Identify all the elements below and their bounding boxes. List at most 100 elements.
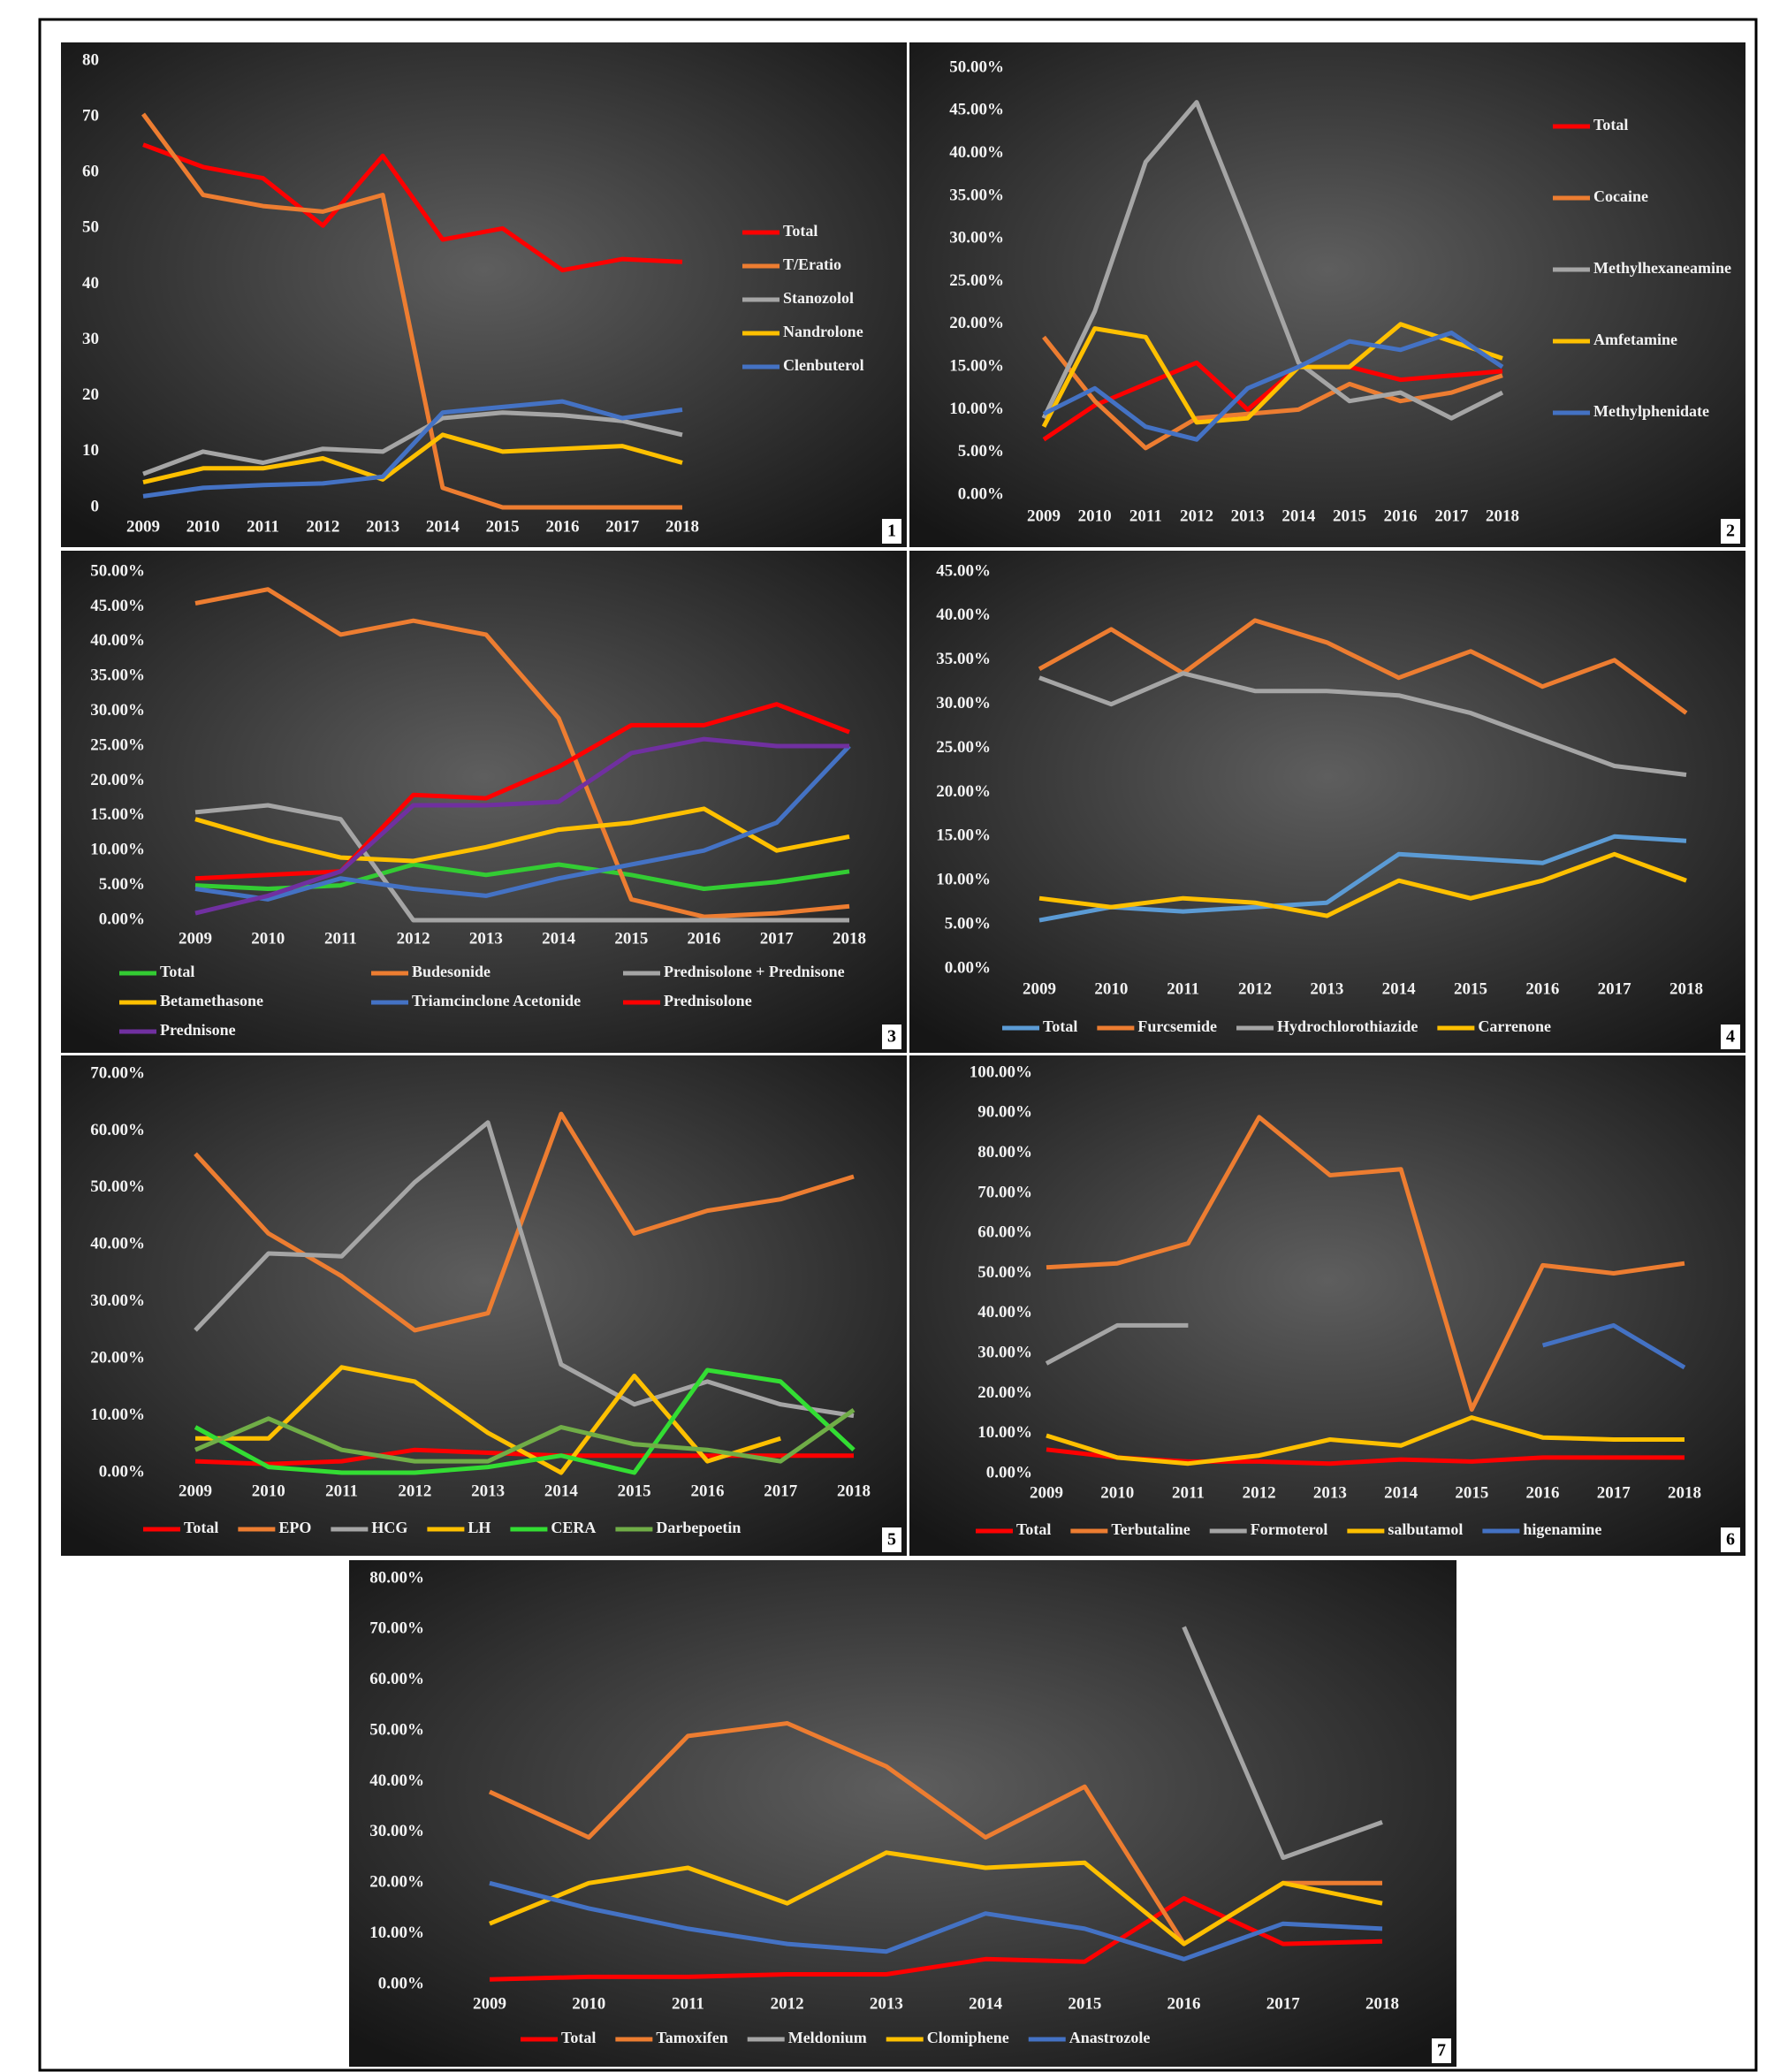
x-tick-label: 2010 <box>252 1482 285 1500</box>
panel-background <box>909 551 1745 1053</box>
y-tick-label: 20.00% <box>949 314 1004 332</box>
legend-label: HCG <box>371 1519 407 1536</box>
series-line <box>1042 335 1503 451</box>
y-tick-label: 80 <box>82 50 99 69</box>
x-tick-label: 2012 <box>398 1482 431 1500</box>
x-tick-label: 2011 <box>247 517 279 536</box>
series-line <box>1541 1322 1686 1370</box>
y-tick-label: 35.00% <box>90 667 145 685</box>
y-tick-label: 25.00% <box>90 735 145 754</box>
x-tick-label: 2009 <box>1030 1483 1063 1502</box>
legend-label: Prednisone <box>160 1021 236 1039</box>
legend-label: Terbutaline <box>1111 1520 1190 1538</box>
series-line <box>1041 100 1504 421</box>
series-line <box>1038 671 1687 777</box>
series-line <box>1038 834 1687 923</box>
legend-label: Tamoxifen <box>656 2029 727 2046</box>
legend-label: Total <box>783 222 818 240</box>
x-tick-label: 2018 <box>1365 1994 1399 2013</box>
panel-number-box <box>1721 1025 1740 1049</box>
series-line <box>194 1367 856 1475</box>
legend-label: Clenbuterol <box>783 356 864 374</box>
y-tick-label: 20.00% <box>936 782 991 801</box>
y-tick-label: 10.00% <box>977 1423 1032 1442</box>
series-line <box>1046 1115 1685 1412</box>
series-line <box>1042 360 1503 442</box>
x-tick-label: 2009 <box>473 1994 506 2013</box>
y-tick-label: 35.00% <box>949 186 1004 204</box>
x-tick-label: 2010 <box>1078 507 1112 525</box>
panel-number-box <box>1721 519 1740 544</box>
panel-background <box>349 1560 1456 2067</box>
legend-label: Methylhexaneamine <box>1593 259 1731 277</box>
x-tick-label: 2017 <box>1597 1483 1631 1502</box>
legend-label: Triamcinclone Acetonide <box>412 992 581 1009</box>
legend-label: Carrenone <box>1478 1017 1551 1035</box>
y-tick-label: 40.00% <box>977 1303 1032 1322</box>
x-tick-label: 2018 <box>1669 979 1703 998</box>
panel-number-box <box>1721 1527 1740 1552</box>
legend-label: CERA <box>551 1519 596 1536</box>
y-tick-label: 40.00% <box>90 1235 145 1253</box>
series-line <box>194 1408 856 1464</box>
series-line <box>195 1365 781 1475</box>
panel-number: 6 <box>1726 1530 1735 1550</box>
y-tick-label: 45.00% <box>90 597 145 615</box>
legend-label: Stanozolol <box>783 289 854 307</box>
series-line <box>1182 1626 1383 1861</box>
x-tick-label: 2009 <box>1027 507 1061 525</box>
legend-label: Meldonium <box>788 2029 867 2046</box>
x-tick-label: 2013 <box>1310 979 1343 998</box>
x-tick-label: 2018 <box>1668 1483 1701 1502</box>
y-tick-label: 5.00% <box>945 914 991 933</box>
y-tick-label: 40.00% <box>369 1771 424 1790</box>
y-tick-label: 0.00% <box>99 910 145 928</box>
y-tick-label: 5.00% <box>958 442 1004 461</box>
y-tick-label: 20.00% <box>90 1349 145 1367</box>
x-tick-label: 2011 <box>325 1482 358 1500</box>
series-line <box>142 142 683 273</box>
y-tick-label: 35.00% <box>936 650 991 668</box>
chart-panel: 0.00% 10.00% 20.00% 30.00% 40.00% 50.00% 60.00… <box>349 1560 1456 2067</box>
y-tick-label: 50.00% <box>949 57 1004 76</box>
x-tick-label: 2010 <box>1094 979 1128 998</box>
legend-label: Formoterol <box>1251 1520 1328 1538</box>
legend-label: Furcsemide <box>1137 1017 1217 1035</box>
x-tick-label: 2016 <box>690 1482 724 1500</box>
series-line <box>1046 1415 1685 1466</box>
x-tick-label: 2012 <box>1243 1483 1276 1502</box>
series-line <box>1042 331 1504 442</box>
x-tick-label: 2011 <box>324 929 357 948</box>
legend-label: Clomiphene <box>927 2029 1009 2046</box>
y-tick-label: 45.00% <box>949 101 1004 119</box>
y-tick-label: 0 <box>91 497 100 515</box>
x-tick-label: 2012 <box>397 929 430 948</box>
series-line <box>142 399 683 499</box>
x-tick-label: 2015 <box>614 929 648 948</box>
x-tick-label: 2013 <box>870 1994 903 2013</box>
x-tick-label: 2017 <box>1598 979 1632 998</box>
x-tick-label: 2014 <box>1281 507 1316 525</box>
x-tick-label: 2013 <box>1231 507 1265 525</box>
chart-panel: 0.00% 5.00% 10.00% 15.00% 20.00% 25.00% 30.00%… <box>909 42 1745 547</box>
y-tick-label: 70.00% <box>369 1619 424 1638</box>
panel-number: 7 <box>1437 2041 1446 2061</box>
series-line <box>489 1850 1383 1946</box>
y-tick-label: 60.00% <box>369 1670 424 1688</box>
legend-label: Total <box>561 2029 596 2046</box>
series-line <box>1038 618 1688 715</box>
y-tick-label: 70 <box>82 106 99 125</box>
figure-border <box>38 18 1758 2072</box>
series-line <box>489 1880 1383 1962</box>
x-tick-label: 2018 <box>837 1482 871 1500</box>
panel-background <box>61 1055 907 1556</box>
panel-number-box <box>1432 2038 1451 2063</box>
series-line <box>194 702 850 881</box>
x-tick-label: 2017 <box>1434 507 1469 525</box>
y-tick-label: 0.00% <box>378 1974 424 1992</box>
y-tick-label: 30.00% <box>90 1291 145 1310</box>
x-tick-label: 2009 <box>179 929 212 948</box>
y-tick-label: 30.00% <box>936 694 991 712</box>
x-tick-label: 2017 <box>1266 1994 1301 2013</box>
